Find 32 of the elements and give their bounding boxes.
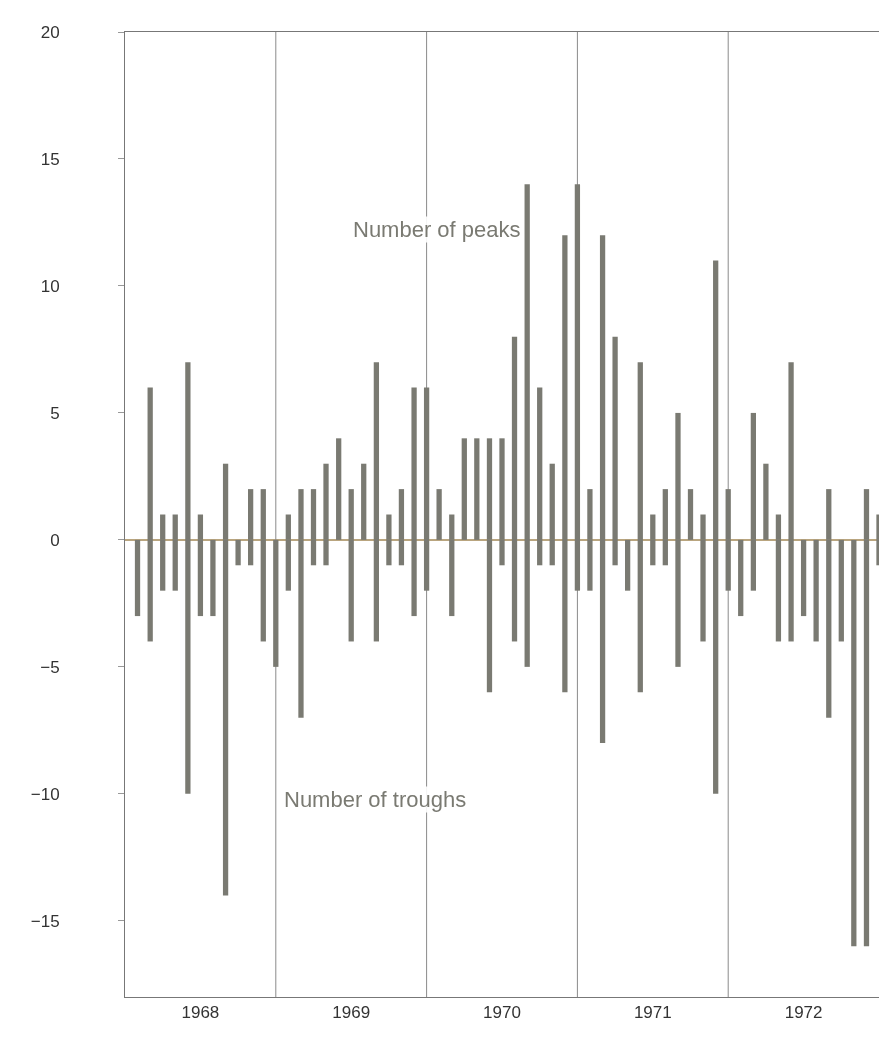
bar [461,438,467,540]
x-tick-label: 1972 [784,1003,823,1023]
bar [134,539,141,617]
bar [838,539,844,642]
y-tick-label: 5 [50,403,60,423]
y-tick-label: 0 [50,530,60,550]
x-tick-label: 1969 [332,1003,371,1023]
x-tick-label: 1970 [483,1003,521,1023]
bar [210,539,216,617]
bar [474,438,480,540]
bar [235,539,241,566]
bar [436,489,442,540]
x-tick-label: 1971 [633,1003,672,1023]
bar [361,463,367,540]
bar [273,539,279,667]
y-tick-label: 20 [40,22,60,42]
bar [687,489,694,540]
y-tick-label: 10 [40,276,60,296]
y-tick-label: 15 [40,149,60,169]
y-tick-label: −10 [30,784,60,804]
bar [763,463,769,540]
y-tick-label: −5 [40,657,60,677]
text: Number of troughs [284,787,467,812]
bar [851,539,857,947]
bar [336,438,342,540]
bar [813,539,819,642]
y-tick-label: −15 [30,911,60,931]
bar [738,539,744,617]
bar [624,539,631,591]
x-tick-label: 1968 [181,1003,220,1023]
series-label: Number of peaks [353,217,521,242]
bar [800,539,807,617]
